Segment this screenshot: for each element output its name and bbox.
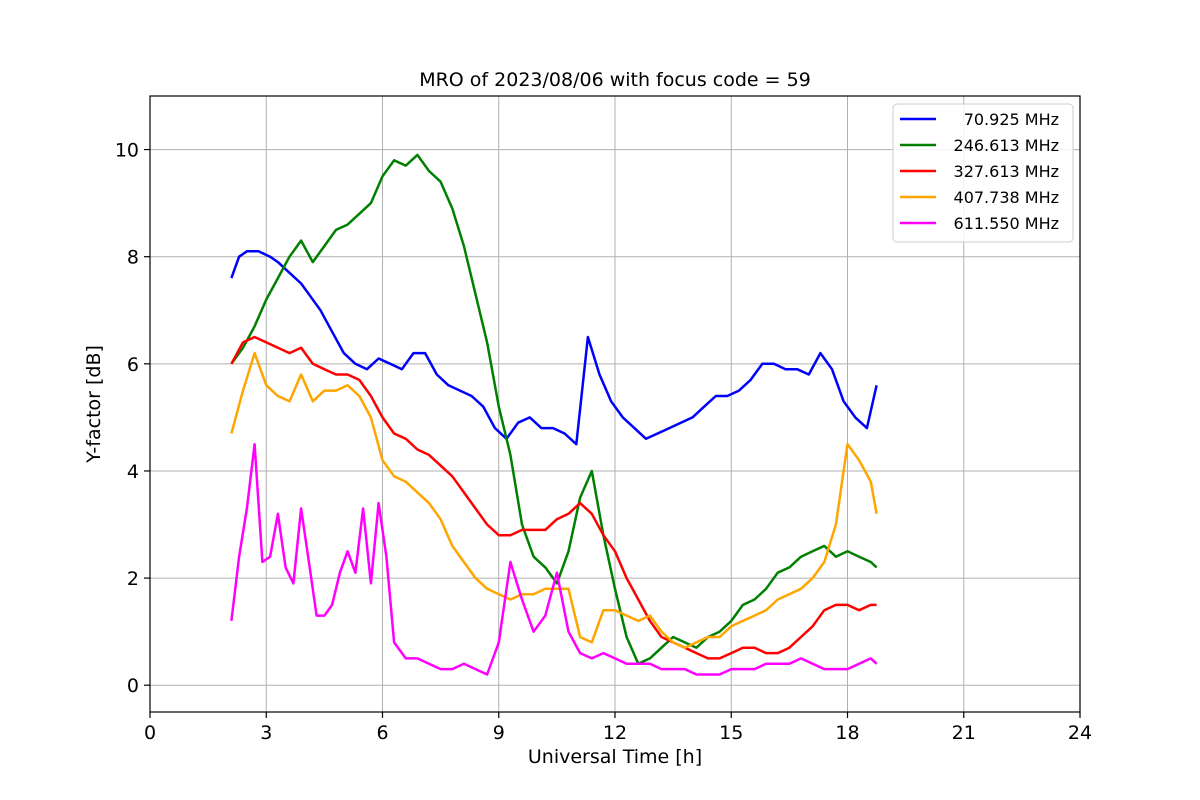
x-tick-label: 6: [376, 722, 388, 744]
x-tick-label: 15: [719, 722, 743, 744]
series-line-611-550-mhz: [230, 442, 878, 676]
legend-label: 246.613 MHz: [954, 136, 1059, 155]
y-tick-label: 6: [127, 354, 139, 376]
x-tick-label: 0: [144, 722, 156, 744]
y-tick-label: 2: [127, 568, 139, 590]
legend-label: 407.738 MHz: [954, 188, 1059, 207]
legend-box: [892, 103, 1074, 243]
legend-label: 611.550 MHz: [954, 214, 1059, 233]
series-line-327-613-mhz: [230, 335, 877, 660]
y-tick-label: 10: [115, 140, 139, 162]
series-line-70-925-mhz: [230, 250, 878, 446]
x-tick-label: 9: [493, 722, 505, 744]
x-tick-label: 18: [835, 722, 859, 744]
x-tick-label: 24: [1068, 722, 1092, 744]
y-tick-label: 4: [127, 461, 139, 483]
legend-label: 327.613 MHz: [954, 162, 1059, 181]
series-line-407-738-mhz: [230, 351, 878, 649]
x-tick-label: 21: [952, 722, 976, 744]
plot-area: [230, 153, 878, 676]
legend: 70.925 MHz 246.613 MHz 327.613 MHz 407.738 …: [892, 103, 1074, 243]
y-axis-label: Y-factor [dB]: [83, 345, 105, 464]
y-tick-label: 0: [127, 675, 139, 697]
y-tick-label: 8: [127, 247, 139, 269]
chart-title: MRO of 2023/08/06 with focus code = 59: [419, 69, 811, 91]
series-line-246-613-mhz: [230, 153, 878, 666]
x-tick-label: 3: [260, 722, 272, 744]
legend-label: 70.925 MHz: [964, 110, 1059, 129]
x-tick-label: 12: [603, 722, 627, 744]
x-axis-label: Universal Time [h]: [528, 746, 702, 768]
